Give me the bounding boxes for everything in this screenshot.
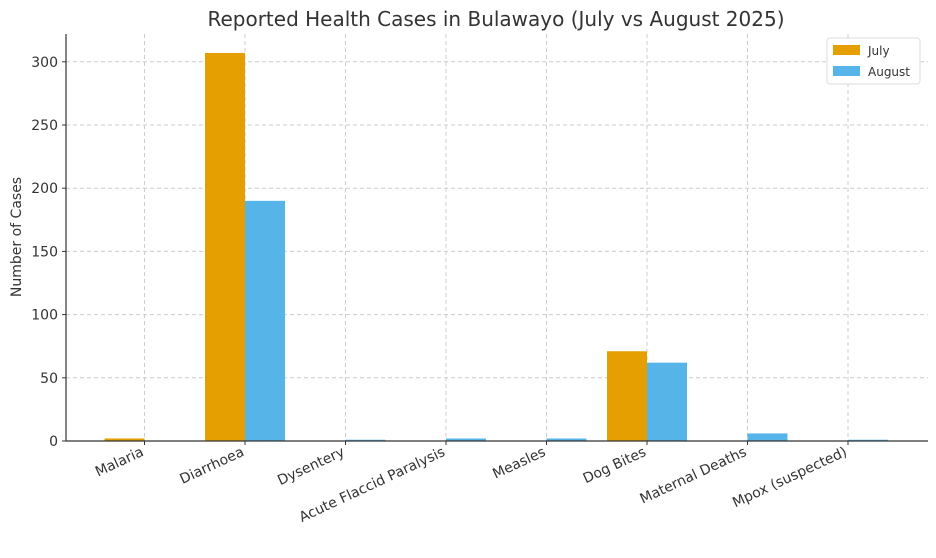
x-tick-label: Dog Bites xyxy=(581,444,649,487)
bar-august-acute-flaccid-paralysis xyxy=(446,438,486,441)
x-tick-label: Dysentery xyxy=(275,444,347,489)
x-tick-label: Malaria xyxy=(93,444,146,480)
bar-july-diarrhoea xyxy=(205,52,245,442)
legend-label-august: August xyxy=(868,65,910,79)
y-tick-label: 250 xyxy=(31,118,58,134)
y-tick-label: 50 xyxy=(40,371,58,387)
y-tick-label: 300 xyxy=(31,55,58,71)
bar-july-malaria xyxy=(104,438,145,441)
legend-label-july: July xyxy=(867,44,890,58)
bar-august-mpox-suspected xyxy=(848,439,888,441)
axis-layer xyxy=(65,34,928,442)
bar-august-maternal-deaths xyxy=(747,433,788,441)
bar-august-dog-bites xyxy=(647,362,687,441)
x-tick-label: Diarrhoea xyxy=(177,444,246,488)
y-tick-label: 0 xyxy=(49,434,58,450)
x-tick-label: Mpox (suspected) xyxy=(730,444,850,511)
bar-august-dysentery xyxy=(345,439,386,441)
y-tick-labels: 0 50 100 150 200 250 300 xyxy=(31,55,66,450)
bar-july-dog-bites xyxy=(607,351,647,441)
legend-swatch-august xyxy=(833,66,860,76)
bar-august-measles xyxy=(546,438,587,441)
y-tick-label: 150 xyxy=(31,244,58,260)
y-axis-label: Number of Cases xyxy=(9,177,25,297)
legend: July August xyxy=(826,37,921,85)
chart-title: Reported Health Cases in Bulawayo (July … xyxy=(207,7,784,31)
legend-swatch-july xyxy=(833,45,860,55)
bar-august-diarrhoea xyxy=(245,200,285,441)
grid-layer xyxy=(66,34,928,442)
bar-layer xyxy=(104,52,888,442)
y-tick-label: 200 xyxy=(31,181,58,197)
x-tick-label: Measles xyxy=(490,444,548,482)
y-tick-label: 100 xyxy=(31,308,58,324)
